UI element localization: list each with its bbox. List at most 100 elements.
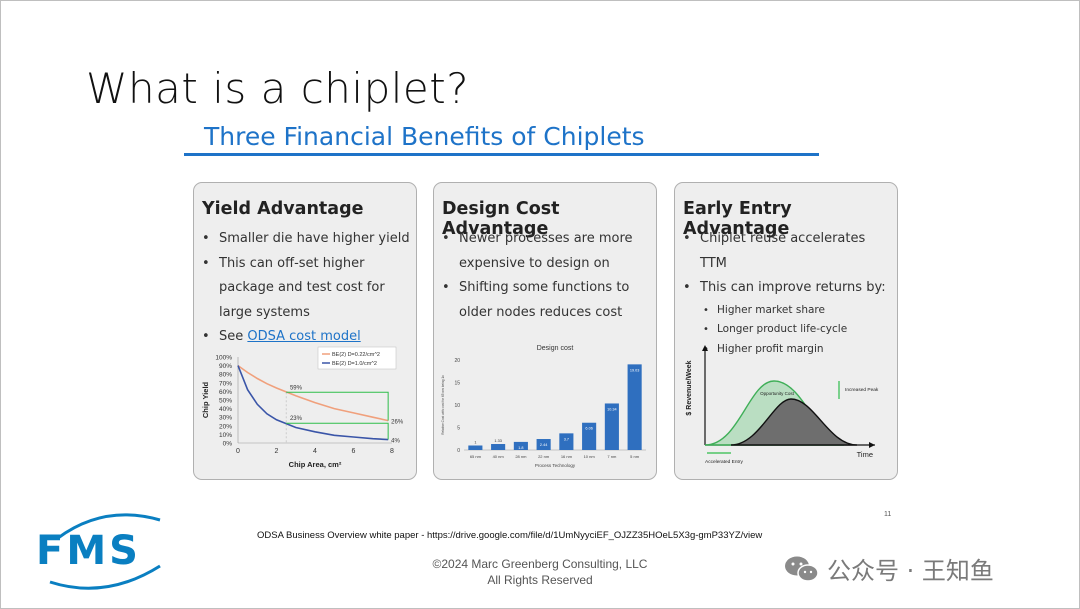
x-axis-label: Time [857, 450, 873, 459]
y-tick-label: 50% [219, 398, 232, 405]
bullet: Chiplet reuse accelerates TTM [683, 227, 893, 276]
bar-value-label: 1 [474, 441, 476, 445]
x-tick-label: 28 nm [515, 454, 527, 459]
y-tick-label: 5 [457, 426, 460, 432]
chart-title: Design cost [537, 345, 574, 352]
x-tick-label: 16 nm [561, 454, 573, 459]
bar-value-label: 10.34 [607, 407, 617, 411]
x-tick-label: 10 nm [584, 454, 596, 459]
bar-value-label: 6.06 [585, 427, 592, 431]
bar [627, 364, 642, 450]
bullet: This can off-set higher package and test… [202, 252, 412, 326]
bar [536, 439, 551, 450]
increased-peak-area [730, 398, 858, 446]
watermark: 公众号 · 王知鱼 [783, 551, 994, 586]
x-tick-label: 40 nm [493, 454, 505, 459]
bar-value-label: 3.7 [564, 437, 569, 441]
sub-bullet: Higher market share [683, 301, 893, 321]
y-axis-label: Relative Cost with cost for 65 nm being … [441, 375, 445, 435]
y-tick-label: 20% [219, 423, 232, 430]
copyright-line: All Rights Reserved [487, 573, 593, 587]
annotation-label: Opportunity Cost [760, 391, 795, 396]
source-note: ODSA Business Overview white paper - htt… [257, 530, 763, 541]
legend-entry: BE(2) D=1.0/cm^2 [332, 361, 377, 367]
card-bullets: Chiplet reuse accelerates TTM This can i… [683, 227, 893, 359]
wechat-icon [785, 556, 819, 582]
bar [468, 445, 483, 450]
x-axis-arrow [869, 442, 875, 448]
x-tick-label: 0 [236, 448, 240, 455]
y-tick-label: 40% [219, 406, 232, 413]
y-axis-label: $ Revenue/Week [686, 360, 693, 415]
bullet: Shifting some functions to older nodes r… [442, 276, 652, 325]
x-tick-label: 4 [313, 448, 317, 455]
legend-entry: BE(2) D=0.22/cm^2 [332, 352, 380, 358]
x-tick-label: 7 nm [607, 454, 617, 459]
annotation-bracket [286, 391, 389, 421]
y-axis-arrow [702, 345, 708, 351]
page-number: 11 [884, 511, 892, 518]
y-tick-label: 0 [457, 448, 460, 454]
card-title: Yield Advantage [202, 199, 364, 219]
annotation-bracket [286, 422, 389, 440]
x-tick-label: 8 [390, 448, 394, 455]
design-cost-chart: Design cost 0 5 10 15 20 Relative Cost with co… [441, 345, 646, 468]
y-tick-label: 0% [223, 441, 233, 448]
logo-swoosh-top [57, 513, 161, 540]
bar-value-label: 1.33 [494, 439, 501, 443]
y-tick-label: 90% [219, 363, 232, 370]
bar [559, 433, 574, 450]
annotation-label: 26% [391, 420, 404, 426]
y-tick-label: 100% [215, 355, 232, 362]
bullet: This can improve returns by: [683, 276, 893, 301]
bar [582, 422, 597, 450]
early-entry-chart: $ Revenue/Week Time Opportunity Cost Increa… [686, 345, 879, 465]
x-tick-label: 6 [352, 448, 356, 455]
annotation-label: 59% [290, 385, 303, 391]
logo-swoosh-bottom [49, 564, 161, 590]
bullet: Smaller die have higher yield [202, 227, 412, 252]
design-cost-advantage-card: Design Cost Advantage Newer processes ar… [433, 182, 657, 480]
early-entry-advantage-card: Early Entry Advantage Chiplet reuse acce… [674, 182, 898, 480]
card-bullets: Newer processes are more expensive to de… [442, 227, 652, 325]
y-tick-label: 15 [454, 381, 460, 387]
copyright-line: ©2024 Marc Greenberg Consulting, LLC [432, 557, 648, 571]
y-tick-label: 80% [219, 372, 232, 379]
subtitle-underline [184, 153, 819, 156]
y-tick-label: 10 [454, 403, 460, 409]
series-line [237, 365, 389, 441]
bar [604, 403, 619, 450]
y-tick-label: 60% [219, 389, 232, 396]
x-axis-label: Chip Area, cm² [289, 460, 342, 469]
y-tick-label: 10% [219, 432, 232, 439]
bar-value-label: 1.8 [518, 446, 523, 450]
bullet: See ODSA cost model [202, 325, 412, 350]
x-tick-label: 22 nm [538, 454, 550, 459]
copyright: ©2024 Marc Greenberg Consulting, LLC All… [390, 556, 690, 588]
fms-logo: FMS [36, 513, 161, 590]
y-tick-label: 20 [454, 358, 460, 364]
watermark-text: 公众号 · 王知鱼 [827, 557, 994, 585]
yield-chart: 0% 10% 20%30% 40%50% 60% 70%80% 90%100% 0 2 4 6 8 Ch… [201, 346, 404, 469]
card-bullets: Smaller die have higher yield This can o… [202, 227, 412, 350]
legend-box [317, 346, 397, 370]
y-tick-label: 30% [219, 415, 232, 422]
annotation-label: 23% [290, 416, 303, 422]
annotation-label: 4% [391, 439, 400, 445]
yield-advantage-card: Yield Advantage Smaller die have higher … [193, 182, 417, 480]
annotation-label: Increased Peak [845, 387, 879, 393]
x-tick-label: 65 nm [470, 454, 482, 459]
bar-value-label: 19.03 [630, 368, 640, 372]
annotation-label: Accelerated Entry [705, 459, 743, 465]
x-tick-label: 5 nm [630, 454, 640, 459]
bullet: Newer processes are more expensive to de… [442, 227, 652, 276]
y-tick-label: 70% [219, 380, 232, 387]
odsa-cost-model-link[interactable]: ODSA cost model [247, 329, 361, 344]
x-tick-label: 2 [275, 448, 279, 455]
slide-subtitle: Three Financial Benefits of Chiplets [204, 122, 645, 151]
bullet-prefix: See [219, 329, 248, 344]
bar [491, 444, 506, 450]
logo-text: FMS [36, 528, 141, 574]
sub-bullet: Longer product life-cycle [683, 320, 893, 340]
bar-value-label: 2.44 [540, 443, 547, 447]
